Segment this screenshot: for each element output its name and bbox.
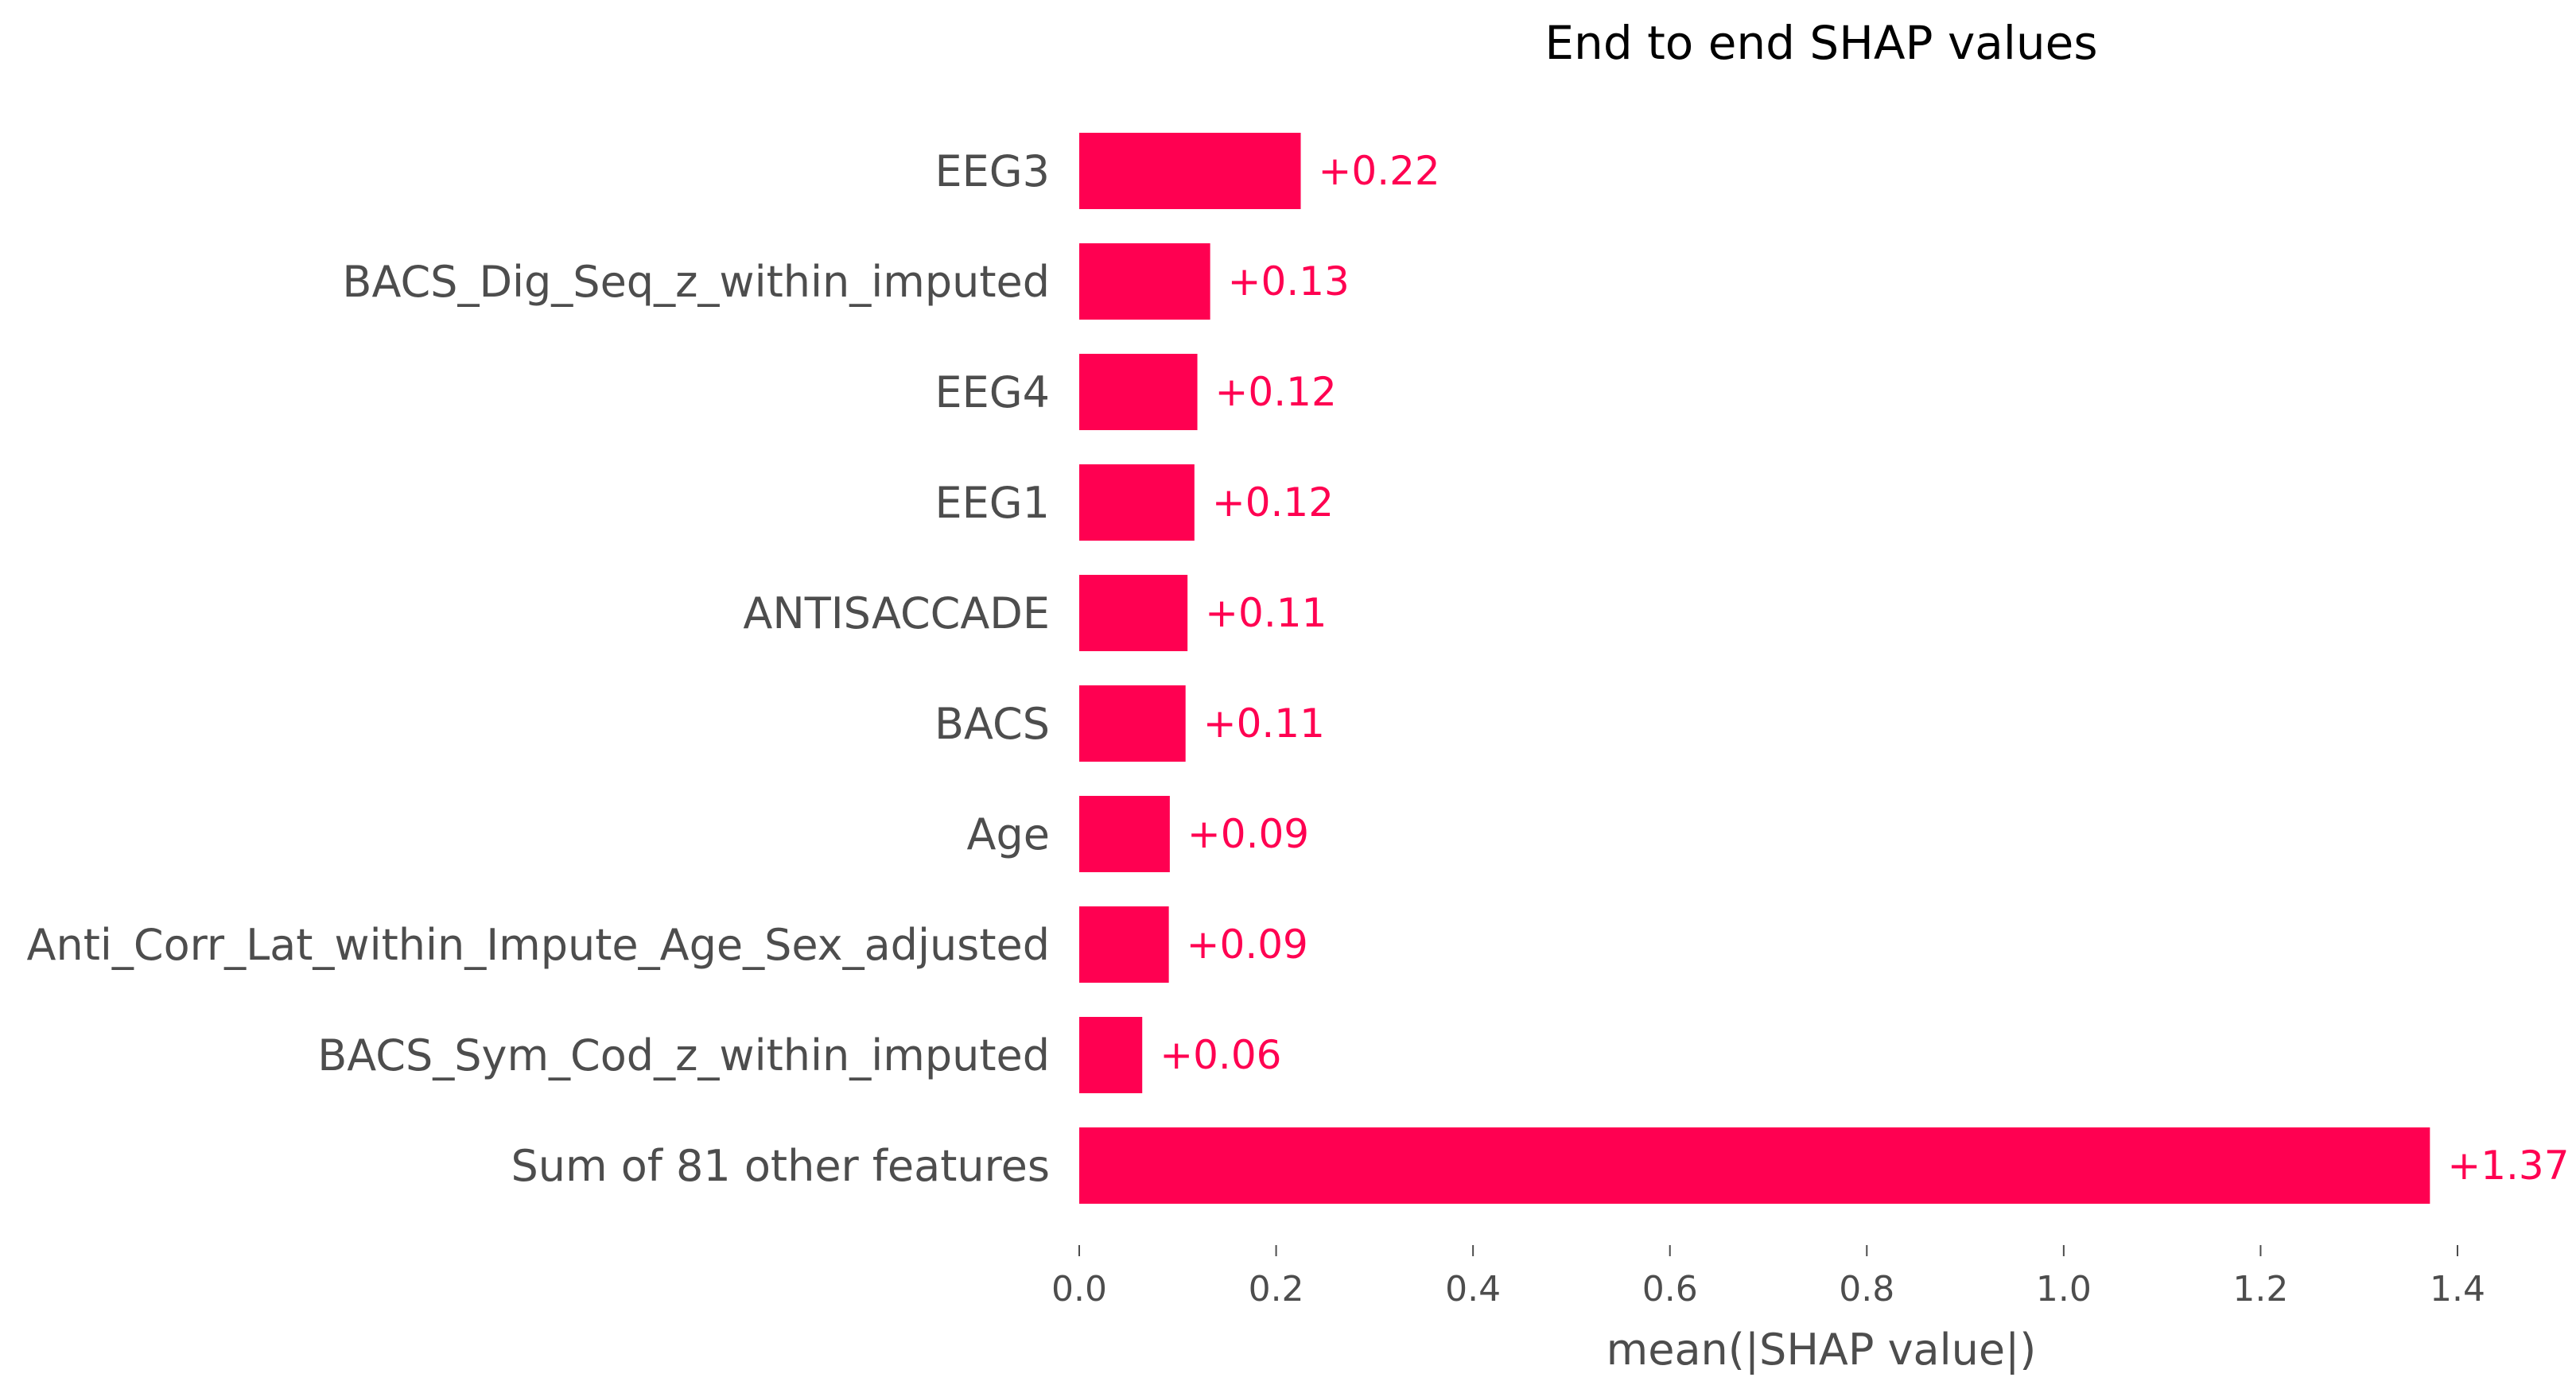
category-label: BACS_Dig_Seq_z_within_imputed (342, 257, 1050, 307)
category-labels-group: EEG3 BACS_Dig_Seq_z_within_imputed EEG4 EEG… (27, 146, 1050, 1191)
category-label: EEG4 (935, 367, 1050, 417)
data-label: +0.06 (1160, 1032, 1281, 1078)
bar (1079, 133, 1301, 209)
bar (1079, 796, 1170, 872)
bar (1079, 1127, 2430, 1204)
category-label: Anti_Corr_Lat_within_Impute_Age_Sex_adju… (27, 920, 1050, 970)
data-label: +0.11 (1205, 590, 1327, 636)
x-tick-label: 0.8 (1839, 1269, 1894, 1309)
bar (1079, 354, 1198, 430)
bar (1079, 685, 1186, 762)
category-label: Sum of 81 other features (511, 1141, 1050, 1191)
bar (1079, 575, 1188, 651)
x-tick-label: 0.2 (1249, 1269, 1304, 1309)
category-label: EEG3 (935, 146, 1050, 196)
data-label: +0.12 (1212, 479, 1334, 526)
x-tick-label: 1.4 (2430, 1269, 2485, 1309)
data-labels-group: +0.22 +0.13 +0.12 +0.12 +0.11 +0.11 +0.09 +0.09… (1160, 148, 2569, 1189)
bars-group (1079, 133, 2430, 1204)
x-axis-label: mean(|SHAP value|) (1607, 1325, 2037, 1375)
category-label: ANTISACCADE (743, 588, 1050, 638)
category-label: BACS (934, 699, 1050, 749)
category-label: BACS_Sym_Cod_z_within_imputed (317, 1030, 1050, 1081)
data-label: +0.22 (1319, 148, 1440, 194)
data-label: +0.12 (1215, 369, 1337, 415)
chart-title: End to end SHAP values (1544, 16, 2097, 70)
x-tick-label: 0.6 (1642, 1269, 1698, 1309)
x-tick-label: 0.0 (1051, 1269, 1107, 1309)
data-label: +0.11 (1203, 700, 1325, 747)
bar (1079, 243, 1210, 320)
x-tick-label: 0.4 (1445, 1269, 1501, 1309)
data-label: +0.09 (1187, 811, 1309, 857)
x-ticks-group: 0.0 0.2 0.4 0.6 0.8 1.0 1.2 1.4 (1051, 1245, 2485, 1309)
data-label: +0.13 (1228, 258, 1350, 305)
x-tick-label: 1.2 (2232, 1269, 2288, 1309)
data-label: +1.37 (2447, 1143, 2569, 1189)
bar (1079, 906, 1169, 983)
category-label: EEG1 (935, 478, 1050, 528)
data-label: +0.09 (1187, 921, 1308, 968)
bar (1079, 1017, 1143, 1093)
x-tick-label: 1.0 (2036, 1269, 2092, 1309)
bar (1079, 464, 1195, 541)
category-label: Age (967, 809, 1050, 859)
